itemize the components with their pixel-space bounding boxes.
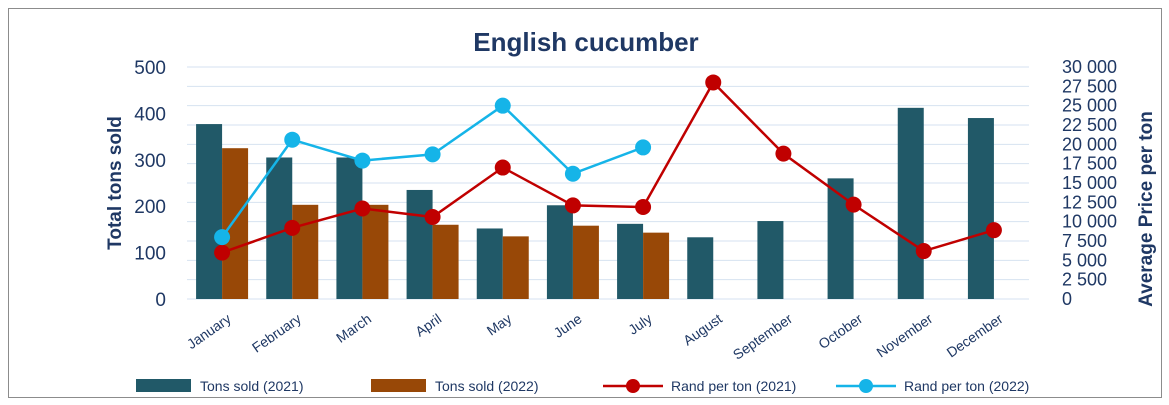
bar: [757, 221, 784, 299]
bar: [336, 157, 363, 299]
data-point: [915, 243, 932, 260]
bar: [502, 236, 529, 299]
y-tick-label: 200: [134, 197, 166, 218]
y-axis-ticks: 0 100 200 300 400 500: [134, 58, 166, 311]
data-point: [494, 97, 511, 114]
bars: [196, 107, 994, 300]
category-labels: January February March April May June July Augu…: [184, 310, 1006, 363]
category-label: May: [484, 310, 515, 338]
y2-tick-label: 27 500: [1062, 76, 1117, 96]
category-label: September: [730, 310, 796, 363]
data-point: [424, 209, 441, 226]
y-tick-label: 0: [155, 290, 166, 311]
y2-axis-title: Average Price per ton: [1136, 111, 1157, 307]
data-point: [564, 165, 581, 182]
bar: [546, 205, 573, 299]
gridlines: [187, 66, 1029, 300]
category-label: February: [249, 310, 304, 355]
y2-tick-label: 2 500: [1062, 270, 1107, 290]
data-point: [424, 146, 441, 163]
legend-label: Tons sold (2021): [200, 378, 304, 394]
data-point: [284, 219, 301, 236]
data-point: [845, 196, 862, 213]
y2-tick-label: 7 500: [1062, 231, 1107, 251]
legend-swatch: [371, 379, 426, 392]
y-axis-title: Total tons sold: [105, 116, 126, 250]
y2-tick-label: 20 000: [1062, 134, 1117, 154]
category-label: August: [680, 310, 725, 348]
bar: [897, 107, 924, 299]
lines: [214, 74, 1002, 261]
chart-title: English cucumber: [473, 27, 698, 57]
y2-tick-label: 17 500: [1062, 154, 1117, 174]
y-tick-label: 400: [134, 104, 166, 125]
legend-label: Rand per ton (2021): [671, 378, 796, 394]
chart-svg: English cucumber Total tons sold Average…: [105, 27, 1157, 394]
data-point: [705, 74, 722, 91]
bar: [292, 204, 319, 299]
data-point: [564, 197, 581, 214]
legend-swatch: [136, 379, 191, 392]
category-label: July: [625, 310, 655, 337]
category-label: October: [815, 310, 865, 352]
bar: [643, 232, 670, 299]
y2-tick-label: 0: [1062, 289, 1072, 309]
y2-tick-label: 5 000: [1062, 250, 1107, 270]
y-tick-label: 500: [134, 58, 166, 79]
legend-label: Tons sold (2022): [435, 378, 539, 394]
category-label: January: [184, 310, 234, 352]
category-label: April: [412, 310, 444, 339]
legend-label: Rand per ton (2022): [904, 378, 1029, 394]
bar: [476, 228, 503, 299]
bar: [406, 189, 433, 299]
data-point: [214, 229, 231, 246]
bar: [687, 237, 714, 299]
category-label: March: [333, 310, 374, 345]
data-point: [635, 139, 652, 156]
bar: [432, 224, 459, 299]
data-point: [354, 200, 371, 217]
bar: [196, 124, 223, 300]
bar: [222, 148, 249, 299]
series-line: [221, 80, 995, 254]
bar: [362, 204, 389, 299]
y2-tick-label: 22 500: [1062, 115, 1117, 135]
legend-swatch-marker: [859, 379, 873, 393]
y2-tick-label: 15 000: [1062, 173, 1117, 193]
category-label: June: [551, 310, 585, 341]
data-point: [775, 145, 792, 162]
data-point: [985, 222, 1002, 239]
y2-tick-label: 10 000: [1062, 212, 1117, 232]
y2-tick-label: 25 000: [1062, 96, 1117, 116]
y-tick-label: 100: [134, 244, 166, 265]
y-tick-label: 300: [134, 151, 166, 172]
data-point: [284, 131, 301, 148]
bar: [572, 225, 599, 299]
bar: [967, 118, 994, 299]
legend-swatch-marker: [626, 379, 640, 393]
y2-tick-label: 12 500: [1062, 192, 1117, 212]
data-point: [354, 152, 371, 169]
data-point: [494, 159, 511, 176]
y2-tick-label: 30 000: [1062, 57, 1117, 77]
chart-frame: English cucumber Total tons sold Average…: [8, 8, 1162, 398]
data-point: [635, 198, 652, 215]
category-label: November: [873, 310, 935, 360]
legend: Tons sold (2021) Tons sold (2022) Rand per…: [136, 378, 1029, 394]
data-point: [214, 244, 231, 261]
bar: [617, 223, 644, 299]
category-label: December: [944, 310, 1006, 360]
